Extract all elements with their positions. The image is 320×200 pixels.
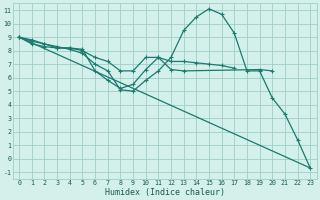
X-axis label: Humidex (Indice chaleur): Humidex (Indice chaleur) <box>105 188 225 197</box>
